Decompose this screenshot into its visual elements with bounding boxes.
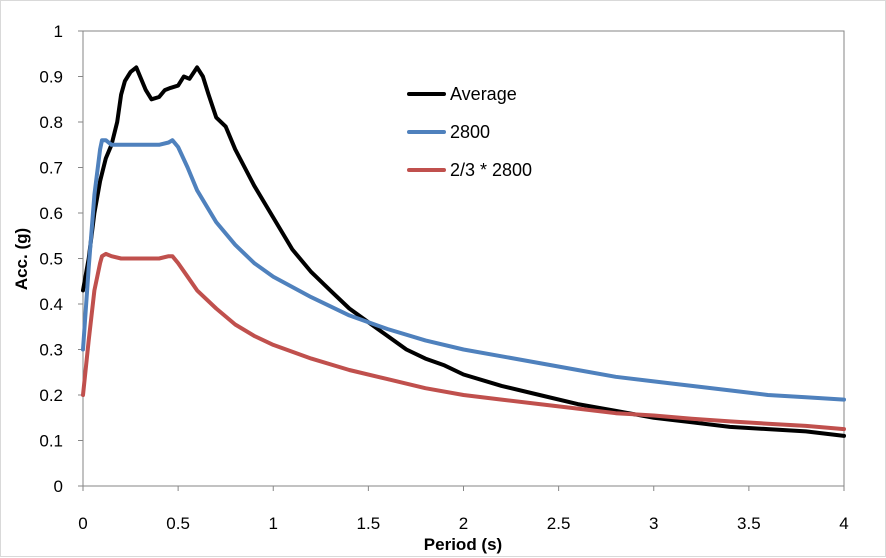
y-axis-title: Acc. (g)	[12, 228, 31, 290]
legend-label-1: Average	[450, 84, 517, 104]
x-tick-label: 2	[459, 514, 468, 533]
x-tick-label: 3	[649, 514, 658, 533]
y-tick-label: 0.5	[39, 250, 63, 269]
x-tick-label: 2.5	[547, 514, 571, 533]
series-line-2	[81, 138, 846, 402]
y-tick-label: 0	[54, 477, 63, 496]
y-tick-label: 0.9	[39, 68, 63, 87]
axes	[78, 30, 845, 491]
x-tick-label: 4	[839, 514, 848, 533]
x-tick-label: 1	[269, 514, 278, 533]
x-tick-labels: 0 0.5 1 1.5 2 2.5 3 3.5 4	[78, 514, 848, 533]
y-tick-label: 0.4	[39, 295, 63, 314]
y-tick-label: 0.8	[39, 113, 63, 132]
y-tick-label: 0.6	[39, 204, 63, 223]
series-line-1	[81, 65, 846, 438]
y-tick-label: 0.1	[39, 432, 63, 451]
x-tick-label: 1.5	[357, 514, 381, 533]
x-tick-label: 0	[78, 514, 87, 533]
x-axis-title: Period (s)	[424, 535, 502, 554]
x-tick-label: 0.5	[166, 514, 190, 533]
y-tick-label: 0.3	[39, 341, 63, 360]
y-tick-label: 0.7	[39, 159, 63, 178]
series-layer	[81, 65, 846, 438]
y-tick-label: 0.2	[39, 386, 63, 405]
y-tick-label: 1	[54, 22, 63, 41]
legend: Average 2800 2/3 * 2800	[407, 84, 532, 180]
x-tick-label: 3.5	[737, 514, 761, 533]
legend-label-2: 2800	[450, 122, 490, 142]
series-line-3	[81, 251, 846, 432]
y-tick-labels: 0 0.1 0.2 0.3 0.4 0.5 0.6 0.7 0.8 0.9 1	[39, 22, 63, 496]
legend-label-3: 2/3 * 2800	[450, 160, 532, 180]
